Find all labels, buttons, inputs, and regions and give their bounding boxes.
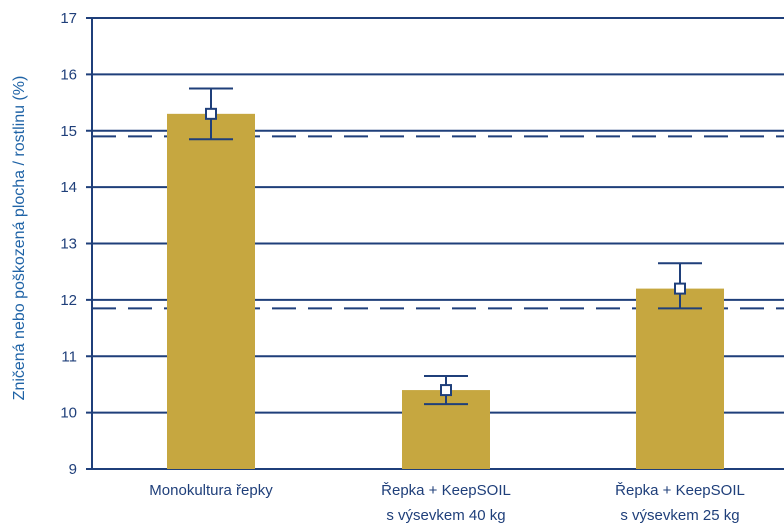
y-tick-label-12: 12 xyxy=(60,292,77,309)
error-bars xyxy=(189,87,702,406)
bars xyxy=(167,113,724,470)
y-tick-label-10: 10 xyxy=(60,405,77,422)
y-tick-label-11: 11 xyxy=(61,348,77,365)
y-tick-label-16: 16 xyxy=(60,66,77,83)
category-label-2-line-1: Řepka + KeepSOIL xyxy=(381,482,511,499)
bar-3 xyxy=(636,288,724,469)
y-tick-label-17: 17 xyxy=(60,10,77,27)
y-tick-labels: 9 10 11 12 13 14 15 16 17 xyxy=(60,10,77,478)
category-labels: Monokultura řepky Řepka + KeepSOIL s výsev… xyxy=(149,482,745,524)
bar-1 xyxy=(167,113,255,470)
category-label-3-line-1: Řepka + KeepSOIL xyxy=(615,482,745,499)
y-tick-label-15: 15 xyxy=(60,123,77,140)
mean-marker-1 xyxy=(205,107,217,120)
axes xyxy=(86,17,93,470)
category-label-2-line-2: s výsevkem 40 kg xyxy=(386,507,505,524)
category-label-1-line-1: Monokultura řepky xyxy=(149,482,273,499)
y-tick-label-14: 14 xyxy=(60,179,77,196)
y-axis-title: Zničená nebo poškozená plocha / rostlinu… xyxy=(11,76,28,401)
y-tick-label-9: 9 xyxy=(69,461,77,478)
mean-marker-3 xyxy=(674,282,686,295)
category-label-3-line-2: s výsevkem 25 kg xyxy=(620,507,739,524)
mean-marker-2 xyxy=(440,384,452,397)
y-tick-label-13: 13 xyxy=(60,236,77,253)
